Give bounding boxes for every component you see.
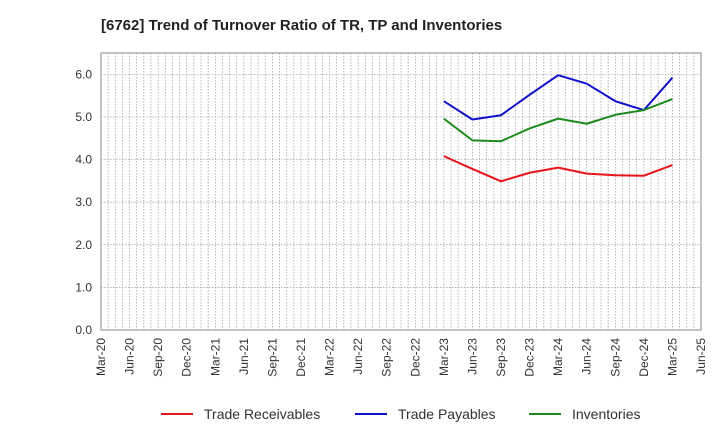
y-tick-label: 0.0 xyxy=(75,323,92,337)
legend-label: Trade Payables xyxy=(398,406,496,422)
x-tick-label: Jun-20 xyxy=(123,338,137,375)
series-group xyxy=(443,74,674,183)
x-tick-label: Mar-22 xyxy=(323,338,337,376)
x-tick-label: Mar-24 xyxy=(551,338,565,376)
y-tick-label: 4.0 xyxy=(75,153,92,167)
x-tick-label: Jun-22 xyxy=(351,338,365,375)
y-tick-label: 5.0 xyxy=(75,110,92,124)
x-tick-label: Dec-23 xyxy=(523,338,537,377)
x-tick-label: Dec-20 xyxy=(180,338,194,377)
x-tick-label: Dec-21 xyxy=(294,338,308,377)
x-tick-label: Jun-25 xyxy=(694,338,708,375)
y-axis-ticks: 0.0 1.0 2.0 3.0 4.0 5.0 6.0 xyxy=(75,67,92,337)
x-tick-label: Mar-25 xyxy=(665,338,679,376)
x-tick-label: Mar-23 xyxy=(437,338,451,376)
y-tick-label: 6.0 xyxy=(75,67,92,81)
series-line-0 xyxy=(443,155,673,183)
y-tick-label: 1.0 xyxy=(75,280,92,294)
chart-title: [6762] Trend of Turnover Ratio of TR, TP… xyxy=(101,17,502,34)
x-tick-label: Mar-21 xyxy=(208,338,222,376)
y-tick-label: 2.0 xyxy=(75,238,92,252)
x-axis-ticks: Mar-20 Jun-20 Sep-20 Dec-20 Mar-21 Jun-21 Sep-… xyxy=(94,338,708,377)
x-tick-label: Jun-24 xyxy=(580,338,594,375)
legend-label: Inventories xyxy=(572,406,640,422)
x-tick-label: Sep-20 xyxy=(151,338,165,377)
x-tick-label: Jun-23 xyxy=(465,338,479,375)
x-tick-label: Jun-21 xyxy=(237,338,251,375)
x-tick-label: Mar-20 xyxy=(94,338,108,376)
x-tick-label: Sep-24 xyxy=(608,338,622,377)
x-tick-label: Sep-23 xyxy=(494,338,508,377)
x-tick-label: Sep-21 xyxy=(265,338,279,377)
legend: Trade Receivables Trade Payables Inventori… xyxy=(161,406,640,422)
series-line-2 xyxy=(443,98,673,143)
x-tick-label: Dec-22 xyxy=(408,338,422,377)
series-line-1 xyxy=(443,74,674,121)
x-tick-label: Dec-24 xyxy=(637,338,651,377)
legend-label: Trade Receivables xyxy=(204,406,320,422)
x-tick-label: Sep-22 xyxy=(380,338,394,377)
grid xyxy=(101,53,701,330)
y-tick-label: 3.0 xyxy=(75,195,92,209)
